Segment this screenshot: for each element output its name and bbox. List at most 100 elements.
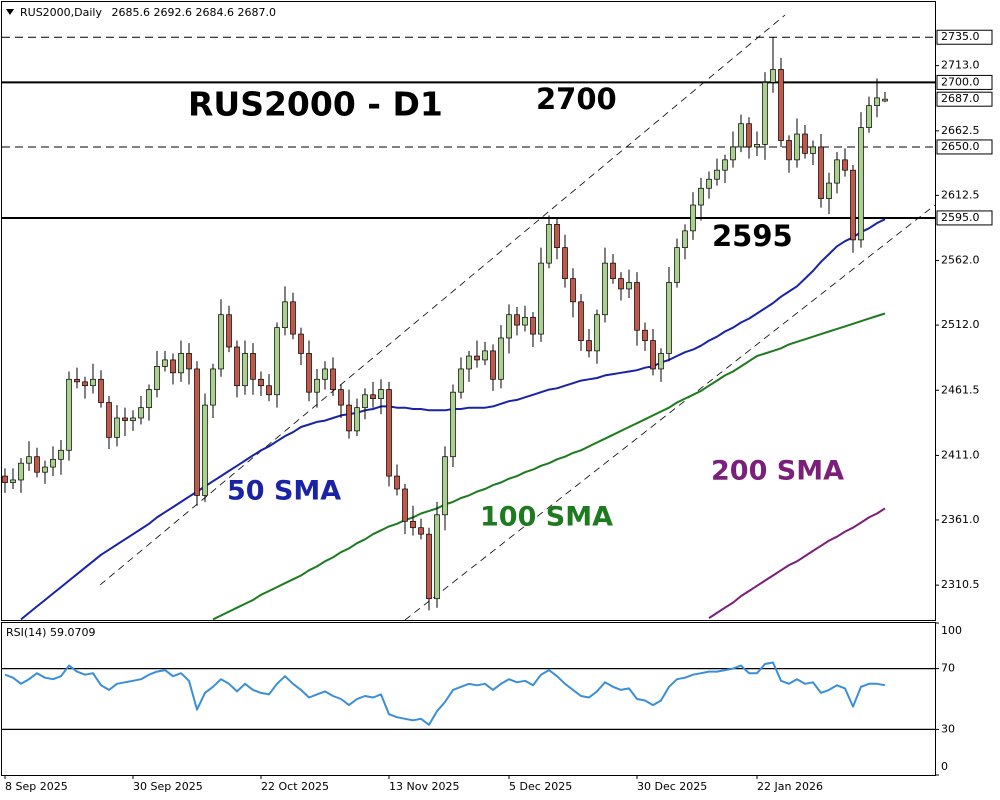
candle-body xyxy=(146,389,152,409)
candle-body xyxy=(266,385,272,396)
candle-body xyxy=(658,353,664,370)
candle-body xyxy=(586,340,592,352)
level-box xyxy=(936,210,993,226)
y-tick-label: 2411.0 xyxy=(941,448,980,461)
candle-body xyxy=(122,417,128,421)
x-tick-label: 8 Sep 2025 xyxy=(5,780,68,793)
candle-body xyxy=(802,133,808,154)
candle-body xyxy=(810,146,816,154)
candle-body xyxy=(706,178,712,189)
candle-body xyxy=(282,301,288,329)
y-tick-label: 2361.0 xyxy=(941,513,980,526)
candle-body xyxy=(458,368,464,393)
candle-body xyxy=(98,378,104,403)
candle-body xyxy=(114,417,120,438)
candle-body xyxy=(562,247,568,279)
rsi-header: RSI(14) 59.0709 xyxy=(6,626,95,639)
header-high: 2692.6 xyxy=(154,6,193,19)
menu-triangle xyxy=(6,9,14,15)
candle-body xyxy=(754,144,760,148)
header: RUS2000,Daily 2685.6 2692.6 2684.6 2687.… xyxy=(20,6,276,19)
y-tick-label: 2662.5 xyxy=(941,124,980,137)
candle-body xyxy=(250,353,256,380)
rsi-pane-border xyxy=(1,622,936,776)
candle-body xyxy=(210,368,216,406)
candle-body xyxy=(882,98,888,102)
candle-body xyxy=(138,407,144,419)
rsi-y-tick-label: 0 xyxy=(941,760,948,773)
candle-body xyxy=(522,316,528,326)
candle-body xyxy=(2,475,8,483)
candle-body xyxy=(426,533,432,600)
candle-body xyxy=(578,301,584,341)
level-box xyxy=(936,139,993,155)
channel-upper xyxy=(99,14,786,586)
candle-body xyxy=(58,449,64,460)
level-label: 2700.0 xyxy=(941,75,980,88)
candle-body xyxy=(738,123,744,148)
candle-body xyxy=(690,204,696,232)
candle-body xyxy=(770,69,776,83)
y-tick-label: 2713.0 xyxy=(941,59,980,72)
candle-body xyxy=(834,159,840,184)
rsi-title: RSI(14) xyxy=(6,626,46,639)
candle-body xyxy=(42,466,48,473)
candle-body xyxy=(226,314,232,348)
candle-body xyxy=(186,353,192,370)
x-tick-label: 22 Jan 2026 xyxy=(757,780,823,793)
candle-body xyxy=(498,337,504,380)
candle-body xyxy=(202,404,208,496)
price-pane xyxy=(2,14,935,620)
channel-lower xyxy=(404,204,935,620)
y-tick-label: 2612.5 xyxy=(941,188,980,201)
candle-body xyxy=(538,262,544,335)
series-label: 50 SMA xyxy=(227,476,341,507)
candle-body xyxy=(82,381,88,387)
rsi-value: 59.0709 xyxy=(50,626,96,639)
candle-body xyxy=(714,169,720,180)
sma-line xyxy=(212,312,886,620)
annotation: RUS2000 - D1 xyxy=(188,85,443,124)
sma-line xyxy=(708,507,886,619)
candle-body xyxy=(602,262,608,316)
candle-body xyxy=(66,378,72,451)
candle-body xyxy=(618,278,624,290)
candle-body xyxy=(50,458,56,468)
candle-body xyxy=(362,394,368,409)
header-close: 2687.0 xyxy=(238,6,277,19)
candle-body xyxy=(514,314,520,326)
candle-body xyxy=(530,316,536,335)
candle-body xyxy=(442,456,448,516)
candle-body xyxy=(826,182,832,199)
candle-body xyxy=(154,366,160,390)
candle-body xyxy=(874,97,880,106)
candle-body xyxy=(786,140,792,161)
candle-body xyxy=(34,456,40,473)
candle-body xyxy=(466,355,472,370)
candle-body xyxy=(642,329,648,341)
candle-body xyxy=(170,359,176,374)
x-tick-label: 30 Dec 2025 xyxy=(637,780,707,793)
candle-body xyxy=(26,456,32,464)
candle-body xyxy=(762,82,768,145)
candle-body xyxy=(858,127,864,241)
candle-body xyxy=(866,105,872,128)
candle-body xyxy=(610,262,616,279)
candle-body xyxy=(314,378,320,393)
candle-body xyxy=(674,247,680,283)
candle-body xyxy=(626,282,632,290)
price-pane-border xyxy=(1,1,936,621)
price-marker-label: 2687.0 xyxy=(941,92,980,105)
header-open: 2685.6 xyxy=(112,6,151,19)
y-tick-label: 2461.5 xyxy=(941,383,980,396)
candle-body xyxy=(850,169,856,241)
candle-body xyxy=(570,278,576,303)
level-label: 2735.0 xyxy=(941,30,980,43)
candle-body xyxy=(666,282,672,354)
annotation: 2595 xyxy=(712,219,793,253)
rsi-line xyxy=(4,661,886,726)
candle-body xyxy=(506,314,512,339)
level-box xyxy=(936,74,993,90)
